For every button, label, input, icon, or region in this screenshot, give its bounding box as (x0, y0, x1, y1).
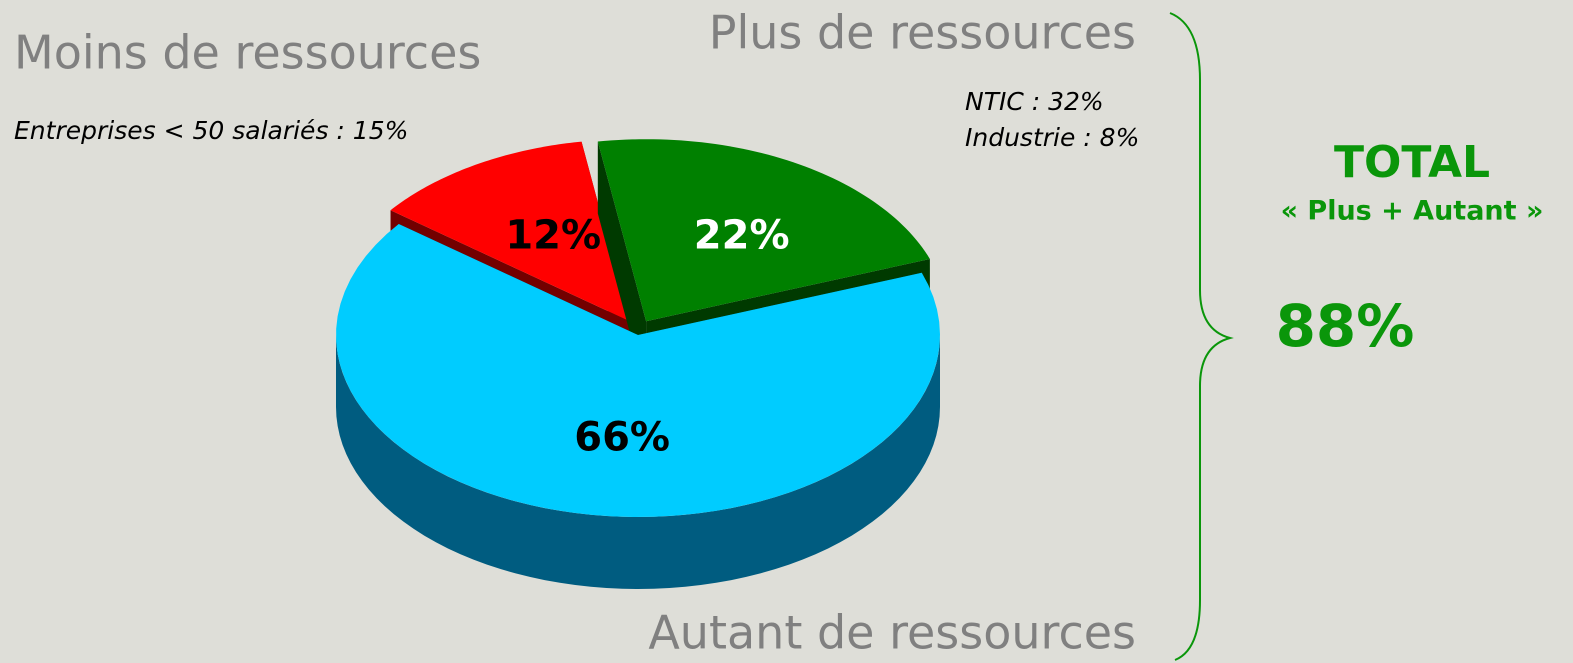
slice-side (336, 335, 940, 589)
note: NTIC : 32% (965, 87, 1104, 116)
note: Industrie : 8% (965, 123, 1139, 152)
value-label: 66% (574, 415, 670, 461)
total-subtitle: « Plus + Autant » (1281, 196, 1544, 227)
slice-wall (597, 141, 647, 394)
slice-top (597, 139, 930, 322)
note: Entreprises < 50 salariés : 15% (14, 116, 408, 145)
slice (336, 223, 940, 589)
value-label: 22% (694, 212, 790, 258)
brace (1169, 12, 1234, 661)
slice-top (390, 141, 630, 322)
category-label: Moins de ressources (14, 26, 481, 80)
category-label: Autant de ressources (648, 606, 1136, 660)
total-title: TOTAL (1334, 137, 1490, 188)
pie: 66% 12% 22% (336, 139, 940, 589)
slice-top (336, 223, 940, 517)
total-value: 88% (1276, 292, 1415, 360)
category-label: Plus de ressources (709, 6, 1136, 60)
value-label: 12% (505, 213, 601, 259)
